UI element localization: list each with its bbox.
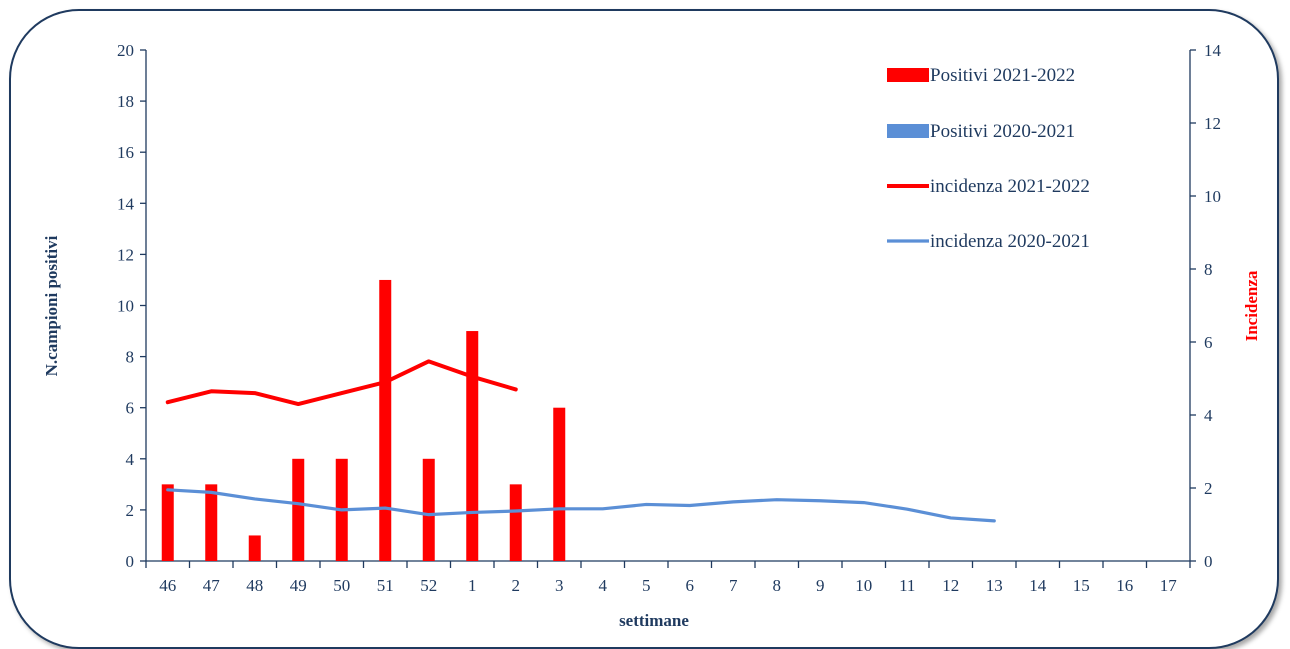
x-tick-label: 13 xyxy=(986,576,1003,595)
x-tick-label: 11 xyxy=(899,576,915,595)
bar-positivi-2021-2022 xyxy=(248,535,261,561)
x-tick-label: 4 xyxy=(599,576,608,595)
right-tick-label: 0 xyxy=(1204,552,1213,571)
x-tick-label: 52 xyxy=(420,576,437,595)
bar-positivi-2021-2022 xyxy=(205,484,218,561)
x-tick-label: 1 xyxy=(468,576,477,595)
x-tick-label: 10 xyxy=(855,576,872,595)
legend: Positivi 2021-2022 Positivi 2020-2021 inci… xyxy=(887,65,1090,252)
left-tick-label: 2 xyxy=(126,501,135,520)
right-tick-label: 10 xyxy=(1204,187,1221,206)
left-tick-label: 4 xyxy=(126,450,135,469)
right-y-axis: 0 2 4 6 8 10 12 14 xyxy=(1189,41,1222,571)
right-tick-label: 12 xyxy=(1204,114,1221,133)
x-tick-label: 8 xyxy=(773,576,782,595)
left-y-axis: 0 2 4 6 8 10 12 14 16 18 20 xyxy=(117,41,147,571)
left-tick-label: 12 xyxy=(117,245,134,264)
chart-frame xyxy=(9,9,1279,649)
legend-entry-label: incidenza 2021-2022 xyxy=(930,176,1090,197)
x-axis: 46 47 48 49 50 51 52 1 2 3 4 5 6 7 8 9 10 11 12 13 14 15 16 17 xyxy=(145,560,1191,595)
legend-swatch xyxy=(887,68,929,82)
left-tick-label: 18 xyxy=(117,92,134,111)
bar-positivi-2021-2022 xyxy=(466,331,479,561)
left-tick-label: 10 xyxy=(117,297,134,316)
line-series-layer xyxy=(165,359,996,523)
x-tick-label: 3 xyxy=(555,576,564,595)
bar-positivi-2021-2022 xyxy=(509,484,522,561)
x-tick-label: 5 xyxy=(642,576,651,595)
x-tick-label: 47 xyxy=(203,576,221,595)
x-tick-label: 9 xyxy=(816,576,825,595)
bar-positivi-2021-2022 xyxy=(553,407,566,561)
bar-positivi-2021-2022 xyxy=(379,279,392,561)
right-tick-label: 8 xyxy=(1204,260,1213,279)
x-tick-label: 6 xyxy=(686,576,695,595)
x-tick-label: 51 xyxy=(377,576,394,595)
x-tick-label: 2 xyxy=(512,576,521,595)
left-tick-label: 6 xyxy=(126,399,135,418)
x-tick-label: 17 xyxy=(1160,576,1178,595)
legend-swatch xyxy=(887,124,929,138)
bar-positivi-2021-2022 xyxy=(292,458,305,561)
left-tick-label: 0 xyxy=(126,552,135,571)
x-tick-label: 7 xyxy=(729,576,738,595)
right-tick-label: 4 xyxy=(1204,406,1213,425)
left-tick-label: 20 xyxy=(117,41,134,60)
x-tick-label: 16 xyxy=(1116,576,1133,595)
x-tick-label: 49 xyxy=(290,576,307,595)
x-tick-label: 46 xyxy=(159,576,176,595)
left-axis-title: N.campioni positivi xyxy=(42,235,61,376)
right-tick-label: 14 xyxy=(1204,41,1222,60)
left-tick-label: 8 xyxy=(126,348,135,367)
right-tick-label: 2 xyxy=(1204,479,1213,498)
bar-positivi-2021-2022 xyxy=(161,484,174,561)
x-tick-label: 15 xyxy=(1073,576,1090,595)
bar-positivi-2021-2022 xyxy=(422,458,435,561)
right-axis-title: Incidenza xyxy=(1242,270,1261,341)
x-tick-label: 14 xyxy=(1029,576,1047,595)
left-tick-label: 16 xyxy=(117,143,134,162)
legend-entry-label: Positivi 2020-2021 xyxy=(930,121,1075,142)
legend-entry-label: Positivi 2021-2022 xyxy=(930,65,1075,86)
legend-entry-label: incidenza 2020-2021 xyxy=(930,231,1090,252)
line-incidenza-2021-2022 xyxy=(165,359,518,407)
x-axis-title: settimane xyxy=(619,611,689,630)
x-tick-label: 50 xyxy=(333,576,350,595)
right-tick-label: 6 xyxy=(1204,333,1213,352)
line-incidenza-2020-2021 xyxy=(166,488,996,523)
x-tick-label: 48 xyxy=(246,576,263,595)
left-tick-label: 14 xyxy=(117,194,135,213)
x-tick-label: 12 xyxy=(942,576,959,595)
bar-series-layer xyxy=(161,279,566,561)
